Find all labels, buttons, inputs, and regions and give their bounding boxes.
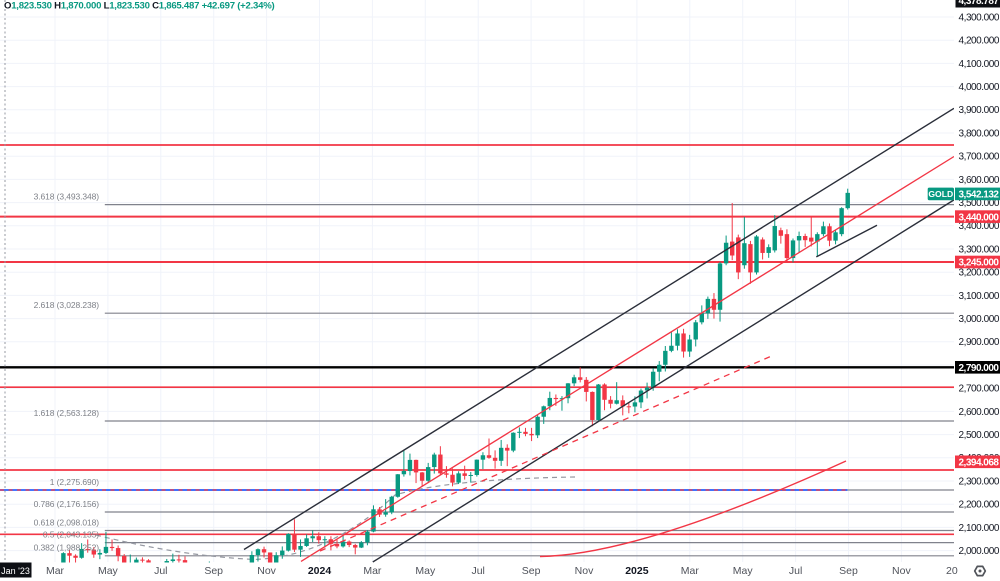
svg-text:3.618 (3,493.348): 3.618 (3,493.348) [34, 191, 100, 201]
svg-text:2,790.000: 2,790.000 [959, 363, 1000, 374]
svg-text:2,200.000: 2,200.000 [959, 500, 1000, 511]
svg-text:2,900.000: 2,900.000 [959, 337, 1000, 348]
svg-text:4,200.000: 4,200.000 [959, 36, 1000, 47]
svg-text:1 (2,275.690): 1 (2,275.690) [50, 477, 100, 487]
svg-text:Sep: Sep [204, 565, 223, 577]
svg-text:Jul: Jul [154, 565, 167, 577]
svg-text:2,000.000: 2,000.000 [959, 546, 1000, 557]
svg-text:2,600.000: 2,600.000 [959, 407, 1000, 418]
svg-text:3,200.000: 3,200.000 [959, 268, 1000, 279]
svg-text:Mar: Mar [46, 565, 65, 577]
svg-text:Mar: Mar [363, 565, 382, 577]
svg-text:Sep: Sep [522, 565, 541, 577]
svg-text:May: May [98, 565, 119, 577]
svg-text:3,400.000: 3,400.000 [959, 221, 1000, 232]
svg-text:2,100.000: 2,100.000 [959, 523, 1000, 534]
svg-text:Jul: Jul [471, 565, 484, 577]
svg-text:1.618 (2,563.128): 1.618 (2,563.128) [34, 408, 100, 418]
svg-text:2024: 2024 [308, 565, 332, 577]
svg-text:Mar: Mar [681, 565, 700, 577]
svg-text:2025: 2025 [625, 565, 649, 577]
svg-text:Nov: Nov [257, 565, 276, 577]
svg-text:2,500.000: 2,500.000 [959, 430, 1000, 441]
svg-text:0.5 (2,043.135): 0.5 (2,043.135) [43, 529, 99, 539]
svg-text:2.618 (3,028.238): 2.618 (3,028.238) [34, 300, 100, 310]
svg-text:May: May [733, 565, 754, 577]
svg-text:May: May [415, 565, 436, 577]
svg-text:0.618 (2,098.018): 0.618 (2,098.018) [34, 517, 100, 527]
svg-text:0.382 (1,988.252): 0.382 (1,988.252) [34, 543, 100, 553]
svg-text:4,300.000: 4,300.000 [959, 12, 1000, 23]
svg-text:3,600.000: 3,600.000 [959, 175, 1000, 186]
svg-text:3,542.132: 3,542.132 [959, 190, 1000, 201]
svg-text:4,378.787: 4,378.787 [959, 0, 1000, 7]
svg-text:0.786 (2,176.156): 0.786 (2,176.156) [34, 499, 100, 509]
svg-text:Jul: Jul [789, 565, 802, 577]
svg-text:O1,823.530 H1,870.000 L1,823.5: O1,823.530 H1,870.000 L1,823.530 C1,865.… [4, 1, 274, 12]
svg-text:Nov: Nov [575, 565, 594, 577]
svg-text:20: 20 [946, 565, 958, 577]
svg-text:Sep: Sep [839, 565, 858, 577]
svg-text:4,000.000: 4,000.000 [959, 82, 1000, 93]
svg-text:2,700.000: 2,700.000 [959, 384, 1000, 395]
svg-text:3,100.000: 3,100.000 [959, 291, 1000, 302]
svg-text:Jan '23: Jan '23 [1, 566, 30, 576]
svg-text:2,300.000: 2,300.000 [959, 476, 1000, 487]
svg-text:GOLD: GOLD [928, 189, 953, 199]
svg-text:3,700.000: 3,700.000 [959, 152, 1000, 163]
svg-text:Nov: Nov [892, 565, 911, 577]
svg-text:3,300.000: 3,300.000 [959, 244, 1000, 255]
svg-text:2,394.068: 2,394.068 [959, 458, 1000, 469]
svg-text:4,100.000: 4,100.000 [959, 59, 1000, 70]
svg-text:3,800.000: 3,800.000 [959, 128, 1000, 139]
svg-text:3,500.000: 3,500.000 [959, 198, 1000, 209]
svg-text:3,440.000: 3,440.000 [959, 212, 1000, 223]
svg-text:3,900.000: 3,900.000 [959, 105, 1000, 116]
svg-text:3,000.000: 3,000.000 [959, 314, 1000, 325]
svg-text:3,245.000: 3,245.000 [959, 258, 1000, 269]
